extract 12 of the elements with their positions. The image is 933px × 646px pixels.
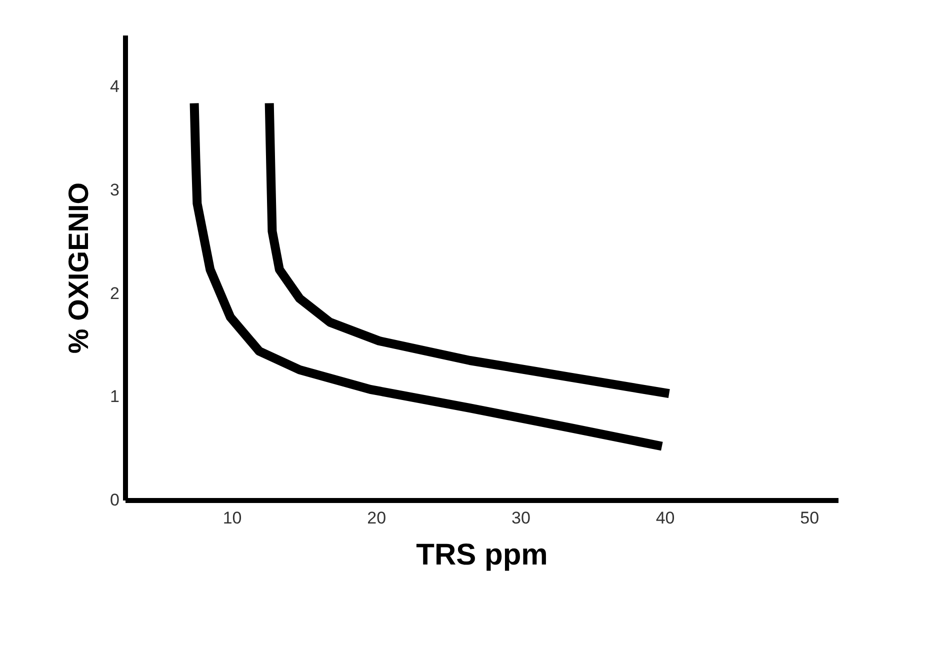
x-tick-label: 50 [800, 508, 820, 528]
x-tick-label: 30 [512, 508, 530, 528]
y-tick-label: 0 [110, 490, 120, 510]
y-tick-label: 2 [110, 284, 120, 303]
y-tick-label: 1 [110, 387, 120, 406]
y-tick-label: 4 [110, 77, 120, 96]
x-tick-label: 40 [656, 508, 675, 528]
y-tick-label: 3 [110, 180, 120, 200]
x-axis-title: TRS ppm [416, 538, 548, 572]
x-tick-label: 20 [367, 508, 386, 528]
y-axis-title: % OXIGENIO [63, 182, 94, 354]
x-tick-label: 10 [222, 508, 242, 528]
